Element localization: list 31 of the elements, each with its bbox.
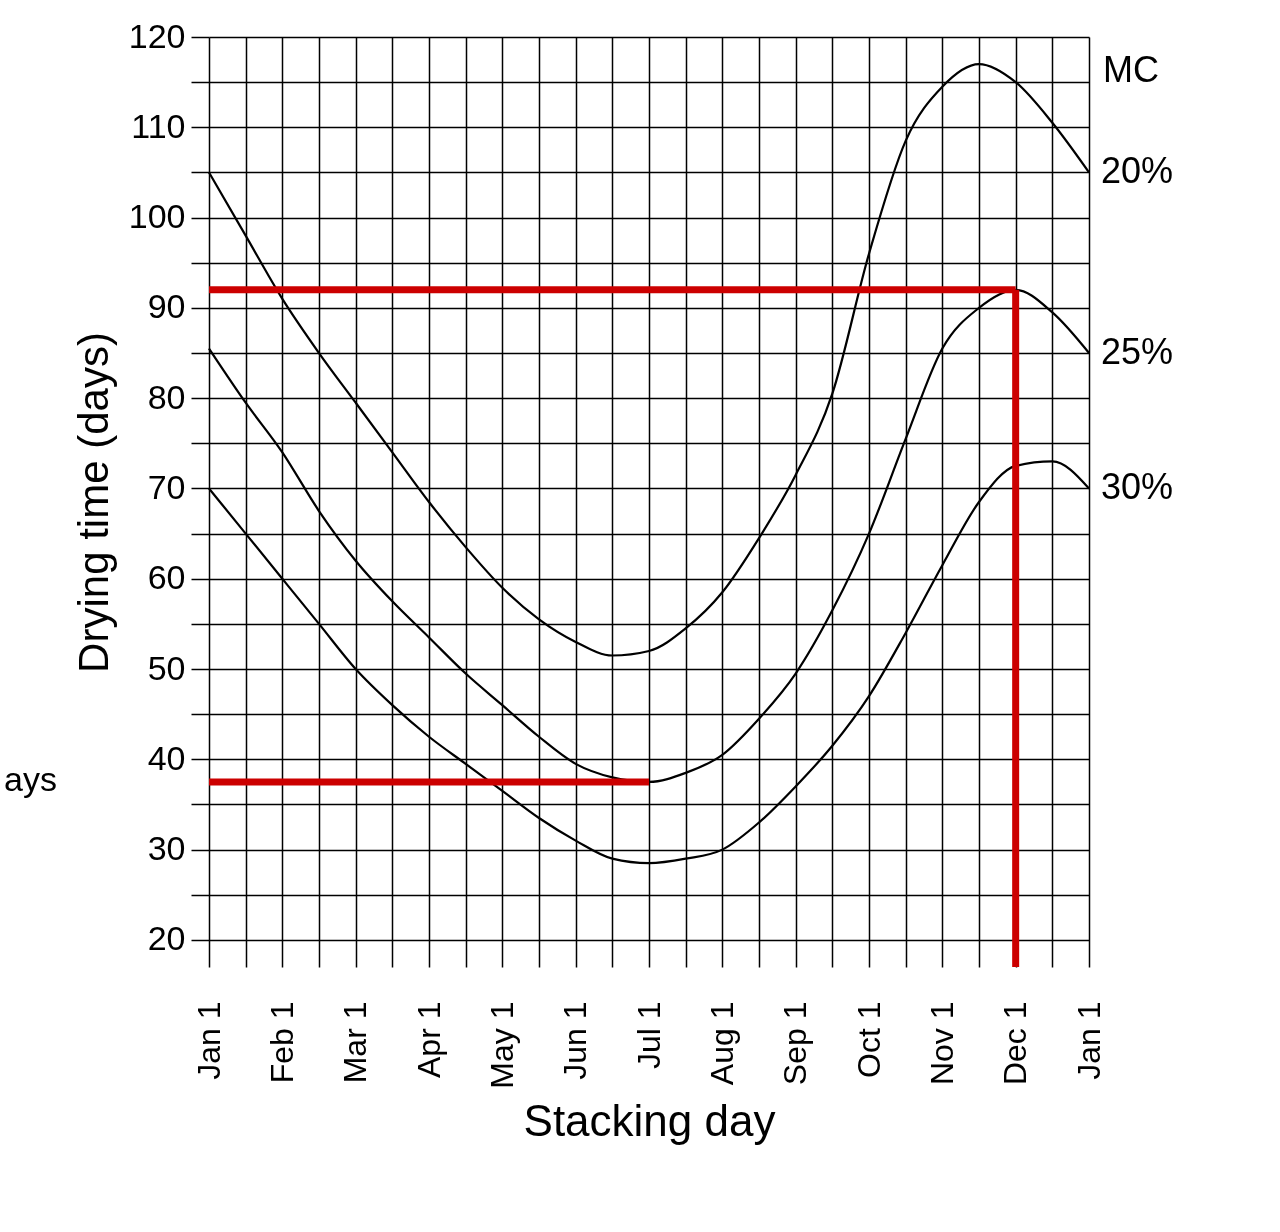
y-tick-label: 120 [128, 16, 186, 55]
y-tick-label: 80 [147, 377, 186, 416]
x-tick-label: May 1 [483, 1001, 520, 1089]
x-tick-label: Mar 1 [337, 1001, 374, 1084]
y-tick-label: 40 [147, 738, 186, 777]
y-tick-label: 90 [147, 287, 186, 326]
text: ays [4, 760, 57, 798]
y-tick-label: 30 [147, 829, 186, 868]
y-axis-title: Drying time (days) [69, 332, 117, 673]
legend-title: MC [1103, 49, 1159, 90]
x-tick-label: Feb 1 [263, 1001, 300, 1084]
x-tick-label: Jan 1 [190, 1001, 227, 1080]
series-label: 30% [1101, 466, 1174, 508]
x-tick-label: Oct 1 [850, 1001, 887, 1078]
x-tick-label: Jun 1 [557, 1001, 594, 1080]
y-tick-label: 50 [147, 648, 186, 687]
x-tick-label: Dec 1 [997, 1001, 1034, 1086]
x-tick-label: Sep 1 [777, 1001, 814, 1086]
x-tick-label: Jan 1 [1070, 1001, 1107, 1080]
series-label: 20% [1101, 150, 1174, 192]
x-tick-label: Apr 1 [410, 1001, 447, 1078]
x-axis-title: Stacking day [523, 1095, 776, 1145]
y-tick-label: 20 [147, 919, 186, 958]
y-tick-label: 110 [131, 106, 186, 145]
y-tick-label: 60 [147, 558, 186, 597]
x-tick-label: Aug 1 [703, 1001, 740, 1086]
y-tick-label: 100 [128, 197, 186, 236]
series-label: 25% [1101, 331, 1174, 373]
x-tick-label: Nov 1 [923, 1001, 960, 1086]
y-tick-label: 70 [147, 467, 186, 506]
x-tick-label: Jul 1 [630, 1001, 667, 1070]
